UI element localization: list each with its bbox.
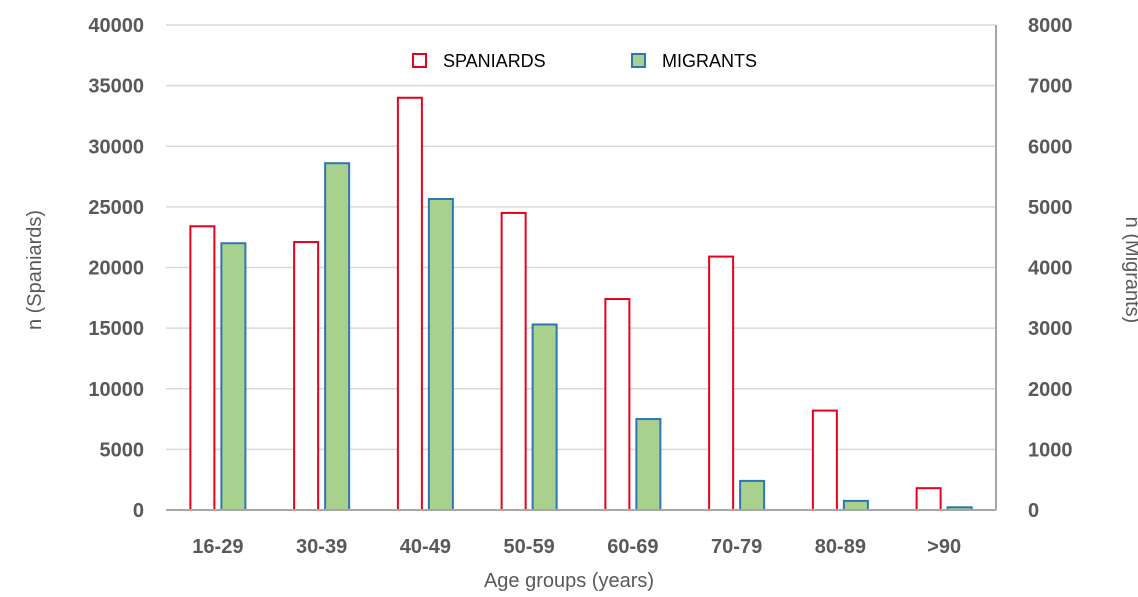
bar-spaniards: [293, 241, 320, 511]
legend-label-migrants: MIGRANTS: [662, 51, 757, 71]
y-left-tick-label: 0: [133, 500, 144, 522]
y-axis-right-title: n (Migrants): [1121, 217, 1138, 324]
bars: [189, 96, 973, 512]
x-tick-label: 30-39: [296, 536, 347, 558]
y-right-tick-label: 8000: [1028, 15, 1073, 37]
x-tick-label: 60-69: [607, 536, 658, 558]
x-tick-label: 40-49: [400, 536, 451, 558]
legend-label-spaniards: SPANIARDS: [443, 51, 546, 71]
bar-spaniards: [189, 225, 216, 511]
x-tick-label: 50-59: [504, 536, 555, 558]
y-right-tick-label: 3000: [1028, 318, 1073, 340]
legend: SPANIARDS MIGRANTS: [412, 51, 757, 71]
y-left-tick-label: 40000: [88, 15, 144, 37]
bar-spaniards: [396, 96, 423, 511]
y-left-tick-label: 30000: [88, 136, 144, 158]
bar-migrants: [324, 162, 351, 511]
gridlines: [166, 24, 996, 451]
bar-spaniards: [500, 211, 527, 511]
y-right-tick-label: 2000: [1028, 379, 1073, 401]
bar-migrants: [531, 323, 558, 511]
y-left-tick-label: 20000: [88, 258, 144, 280]
x-tick-label: >90: [927, 536, 961, 558]
x-tick-label: 80-89: [815, 536, 866, 558]
tick-labels: 0 0 5000 1000 10000 2000 15000 3000 20000 4000 250…: [88, 15, 1072, 558]
bar-spaniards: [915, 487, 942, 511]
bar-migrants: [427, 197, 454, 511]
bar-spaniards: [604, 298, 631, 511]
x-tick-label: 16-29: [192, 536, 243, 558]
y-axis-left-title: n (Spaniards): [24, 210, 46, 330]
y-right-tick-label: 1000: [1028, 439, 1073, 461]
y-left-tick-label: 15000: [88, 318, 144, 340]
y-right-tick-label: 4000: [1028, 258, 1073, 280]
axes: [166, 25, 997, 511]
y-right-tick-label: 7000: [1028, 76, 1073, 98]
bar-migrants: [220, 242, 247, 511]
bar-migrants: [739, 479, 766, 511]
y-right-tick-label: 5000: [1028, 197, 1073, 219]
legend-swatch-migrants: [631, 53, 646, 68]
y-right-tick-label: 0: [1028, 500, 1039, 522]
x-tick-label: 70-79: [711, 536, 762, 558]
y-left-tick-label: 10000: [88, 379, 144, 401]
y-left-tick-label: 25000: [88, 197, 144, 219]
y-right-tick-label: 6000: [1028, 136, 1073, 158]
bar-migrants: [635, 418, 662, 511]
bar-spaniards: [708, 255, 735, 511]
y-left-tick-label: 35000: [88, 76, 144, 98]
bar-spaniards: [811, 409, 838, 512]
bar-migrants: [842, 499, 869, 511]
y-left-tick-label: 5000: [100, 439, 145, 461]
legend-swatch-spaniards: [412, 53, 427, 68]
x-axis-title: Age groups (years): [484, 570, 654, 592]
